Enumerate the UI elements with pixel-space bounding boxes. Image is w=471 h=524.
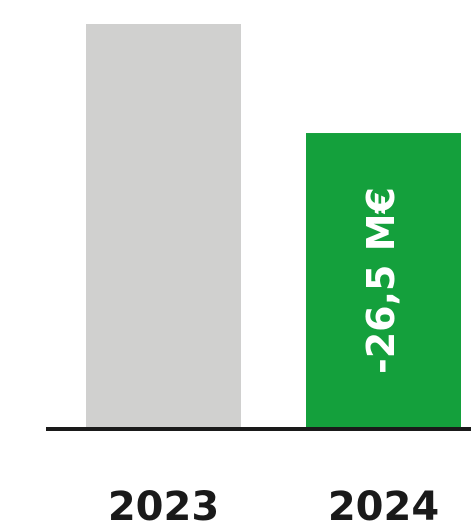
annotation: -26,5 M€ (359, 187, 403, 374)
x-tick-label: 2024 (328, 484, 439, 524)
bar (306, 133, 461, 429)
x-tick-label: 2023 (108, 484, 219, 524)
bar (86, 24, 241, 429)
